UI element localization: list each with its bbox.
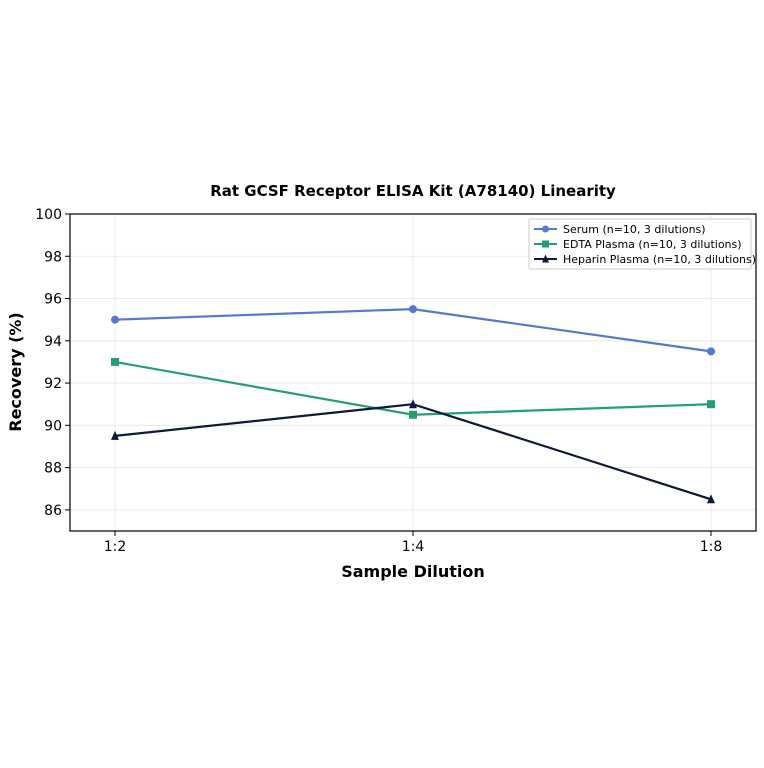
data-point	[707, 494, 715, 504]
series-0	[111, 305, 715, 356]
x-tick-label: 1:4	[402, 539, 425, 555]
legend-marker	[542, 225, 549, 233]
y-tick-label: 98	[44, 249, 62, 265]
legend-box	[528, 218, 752, 270]
legend-item: Heparin Plasma (n=10, 3 dilutions)	[534, 253, 756, 266]
legend-item: Serum (n=10, 3 dilutions)	[534, 223, 706, 236]
series-layer	[111, 305, 715, 504]
y-tick-label: 88	[44, 461, 62, 477]
chart-title: Rat GCSF Receptor ELISA Kit (A78140) Lin…	[210, 182, 616, 200]
y-tick-label: 94	[44, 334, 62, 350]
y-tick-label: 86	[44, 503, 62, 519]
legend-marker	[542, 240, 549, 248]
series-2	[111, 399, 715, 504]
data-point	[111, 315, 119, 324]
x-tick-label: 1:2	[104, 539, 127, 555]
series-1	[111, 357, 715, 419]
y-axis-label: Recovery (%)	[6, 312, 25, 431]
legend-label: Heparin Plasma (n=10, 3 dilutions)	[563, 253, 756, 266]
data-point	[707, 400, 715, 409]
ticks: 86 88 90 92 94 96 98 100 1:2 1:4 1:8	[35, 207, 722, 555]
legend-label: Serum (n=10, 3 dilutions)	[563, 223, 706, 236]
data-point	[707, 347, 715, 356]
y-tick-label: 90	[44, 418, 62, 434]
legend-item: EDTA Plasma (n=10, 3 dilutions)	[534, 238, 742, 251]
legend: Serum (n=10, 3 dilutions) EDTA Plasma (n=…	[528, 218, 756, 270]
y-tick-label: 100	[35, 207, 62, 223]
x-axis-label: Sample Dilution	[341, 562, 485, 581]
data-point	[111, 357, 119, 366]
y-tick-label: 92	[44, 376, 62, 392]
data-point	[409, 410, 417, 419]
data-point	[111, 430, 119, 440]
legend-marker	[542, 254, 549, 263]
data-point	[409, 305, 417, 314]
legend-label: EDTA Plasma (n=10, 3 dilutions)	[563, 238, 742, 251]
x-tick-label: 1:8	[700, 539, 723, 555]
data-point	[409, 399, 417, 409]
y-tick-label: 96	[44, 292, 62, 308]
